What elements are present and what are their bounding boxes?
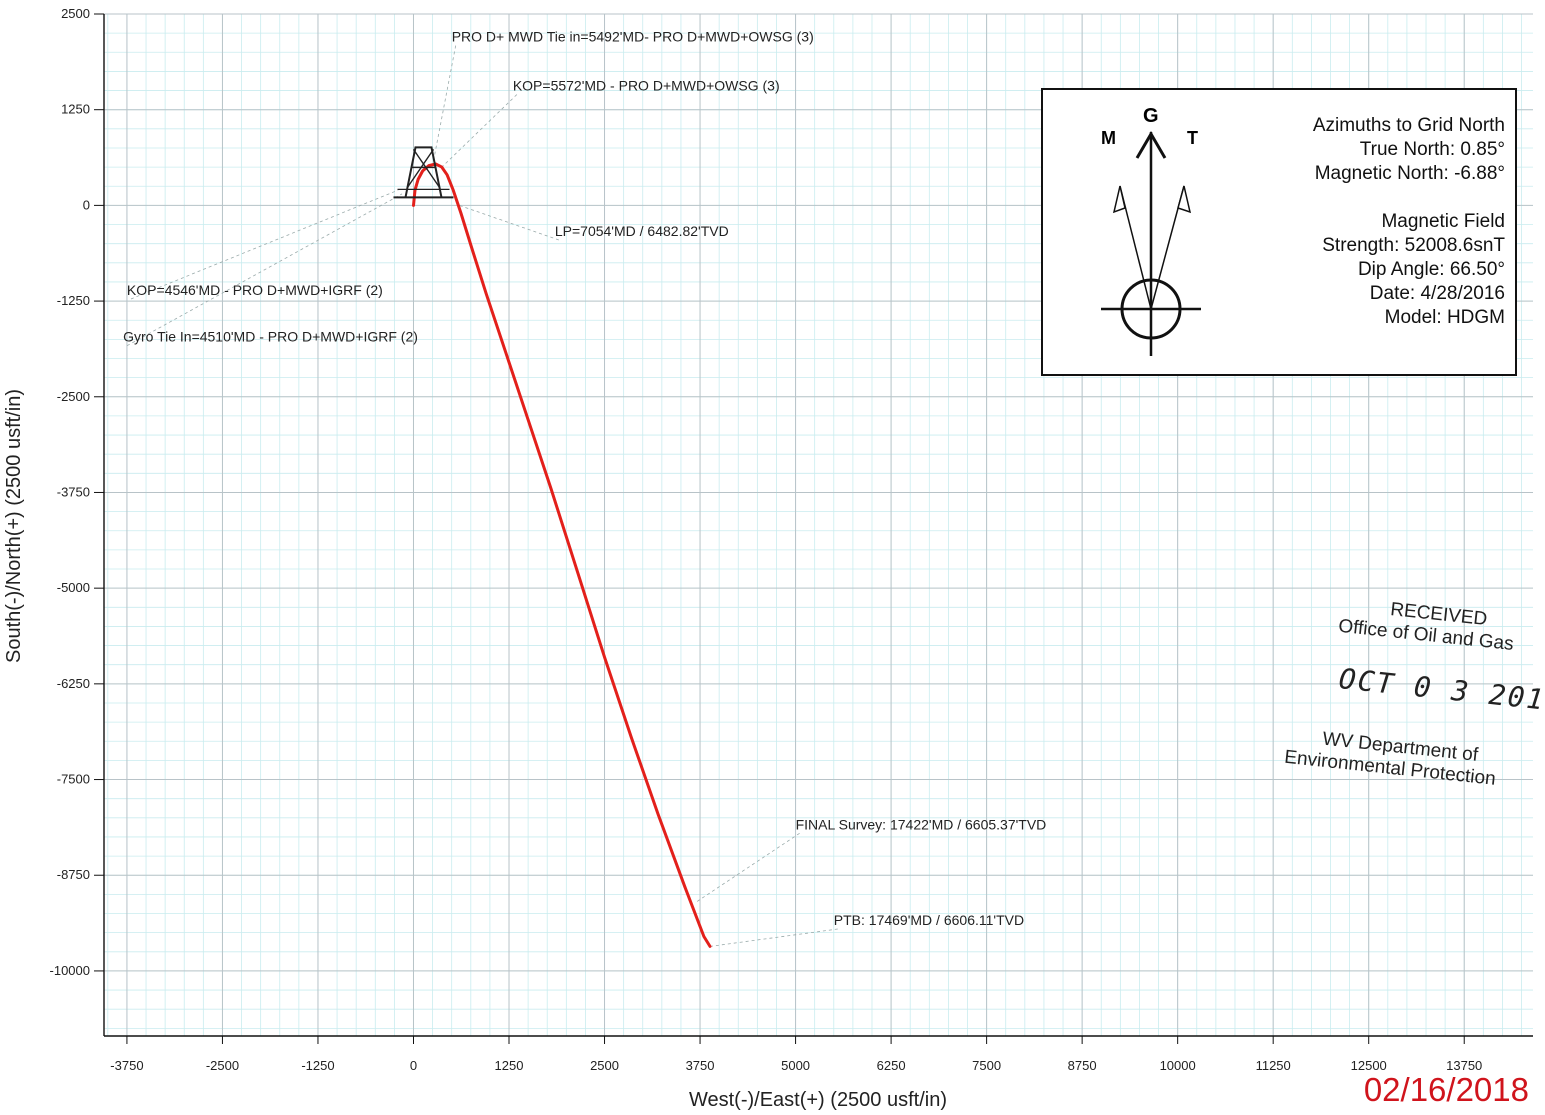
annotation-label: PRO D+ MWD Tie in=5492'MD- PRO D+MWD+OWS… bbox=[452, 29, 814, 45]
info-line: Magnetic North: -6.88° bbox=[1314, 163, 1505, 184]
date-stamp: 02/16/2018 bbox=[1363, 1071, 1529, 1108]
true-north-symbol: T bbox=[1187, 128, 1198, 148]
x-tick-label: 8750 bbox=[1068, 1058, 1097, 1073]
x-tick-label: 12500 bbox=[1351, 1058, 1387, 1073]
info-line: Strength: 52008.6snT bbox=[1322, 235, 1505, 256]
annotation-label: Gyro Tie In=4510'MD - PRO D+MWD+IGRF (2) bbox=[123, 329, 418, 345]
rig-frame bbox=[404, 146, 443, 198]
magnetic-info: Azimuths to Grid North True North: 0.85°… bbox=[1313, 114, 1505, 330]
annotation-label: KOP=4546'MD - PRO D+MWD+IGRF (2) bbox=[127, 282, 383, 298]
y-tick-label: -5000 bbox=[57, 580, 90, 595]
x-axis-label: West(-)/East(+) (2500 usft/in) bbox=[689, 1089, 947, 1111]
annotation-leader bbox=[709, 928, 838, 947]
x-tick-label: 13750 bbox=[1446, 1058, 1482, 1073]
y-tick-label: -1250 bbox=[57, 293, 90, 308]
annotation-leader bbox=[130, 189, 399, 300]
grid-north-symbol: G bbox=[1143, 105, 1159, 127]
x-tick-label: -1250 bbox=[301, 1058, 334, 1073]
info-line: Azimuths to Grid North bbox=[1312, 115, 1505, 136]
annotation-label: LP=7054'MD / 6482.82'TVD bbox=[555, 223, 729, 239]
x-tick-label: 10000 bbox=[1160, 1058, 1196, 1073]
trajectory-series bbox=[412, 162, 712, 948]
x-tick-label: -2500 bbox=[206, 1058, 239, 1073]
annotation-leaders bbox=[126, 45, 838, 947]
x-tick-label: 6250 bbox=[877, 1058, 906, 1073]
drilling-rig-icon bbox=[393, 146, 454, 199]
y-tick-labels: 2500 1250 0 -1250 -2500 -3750 -5000 -6250 -7500 -… bbox=[50, 6, 90, 978]
annotations: PRO D+ MWD Tie in=5492'MD- PRO D+MWD+OWS… bbox=[123, 29, 1046, 928]
info-spacer bbox=[1313, 186, 1505, 210]
received-stamp: RECEIVED Office of Oil and Gas OCT 0 3 2… bbox=[1239, 585, 1545, 834]
x-tick-label: 0 bbox=[410, 1058, 417, 1073]
info-line: True North: 0.85° bbox=[1359, 139, 1505, 160]
magnetic-north-symbol: M bbox=[1101, 128, 1116, 148]
y-axis-label: South(-)/North(+) (2500 usft/in) bbox=[3, 389, 25, 663]
x-tick-label: 7500 bbox=[972, 1058, 1001, 1073]
x-tick-label: 1250 bbox=[495, 1058, 524, 1073]
y-tick-label: -10000 bbox=[50, 963, 90, 978]
north-arrow-icon: M G T bbox=[1101, 105, 1201, 356]
annotation-leader bbox=[126, 193, 403, 347]
y-tick-label: -7500 bbox=[57, 772, 90, 787]
annotation-leader bbox=[432, 45, 457, 166]
x-tick-label: 2500 bbox=[590, 1058, 619, 1073]
north-reference-box: M G T Azimuths to Grid North True North:… bbox=[1041, 88, 1517, 376]
axes bbox=[94, 13, 1533, 1044]
rig-brace bbox=[406, 148, 435, 188]
annotation-label: FINAL Survey: 17422'MD / 6605.37'TVD bbox=[796, 816, 1047, 832]
x-tick-label: 11250 bbox=[1256, 1058, 1291, 1073]
y-tick-label: -2500 bbox=[57, 389, 90, 404]
info-line: Model: HDGM bbox=[1384, 307, 1505, 328]
y-tick-label: 2500 bbox=[61, 6, 90, 21]
trajectory-line bbox=[412, 162, 712, 948]
y-tick-label: -3750 bbox=[57, 484, 90, 499]
x-tick-label: 3750 bbox=[686, 1058, 715, 1073]
info-line: Dip Angle: 66.50° bbox=[1357, 259, 1505, 280]
annotation-label: KOP=5572'MD - PRO D+MWD+OWSG (3) bbox=[513, 78, 780, 94]
y-tick-label: 1250 bbox=[61, 102, 90, 117]
stamp-date: OCT 0 3 2017 bbox=[1337, 662, 1545, 719]
y-tick-label: -8750 bbox=[57, 867, 90, 882]
y-tick-label: 0 bbox=[83, 197, 90, 212]
annotation-leader bbox=[696, 832, 800, 903]
y-tick-label: -6250 bbox=[57, 676, 90, 691]
x-tick-label: -3750 bbox=[110, 1058, 143, 1073]
info-line: Date: 4/28/2016 bbox=[1369, 283, 1505, 304]
x-tick-labels: -3750 -2500 -1250 0 1250 2500 3750 5000 6250 7500… bbox=[110, 1058, 1482, 1073]
rig-brace bbox=[412, 148, 441, 188]
annotation-label: PTB: 17469'MD / 6606.11'TVD bbox=[834, 912, 1024, 928]
x-tick-label: 5000 bbox=[781, 1058, 810, 1073]
info-line: Magnetic Field bbox=[1381, 211, 1505, 232]
